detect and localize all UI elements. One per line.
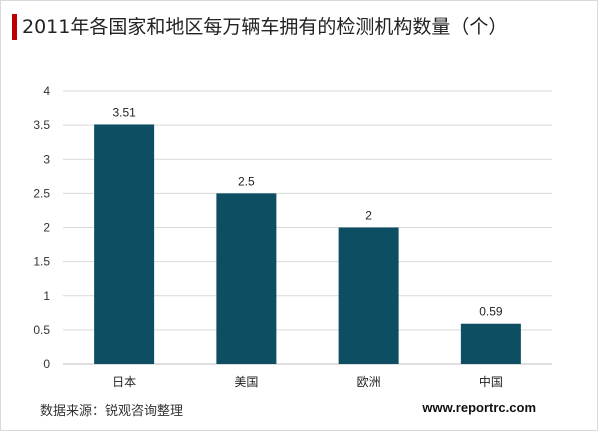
y-tick-label: 1.5 xyxy=(33,255,50,269)
x-category-label: 美国 xyxy=(234,375,258,389)
y-tick-label: 2 xyxy=(43,221,50,235)
chart-title: 2011年各国家和地区每万辆车拥有的检测机构数量（个） xyxy=(22,16,508,38)
data-source: 数据来源：锐观咨询整理 xyxy=(40,404,184,419)
data-label: 2 xyxy=(365,209,372,223)
source-website: www.reportrc.com xyxy=(422,400,536,415)
bar xyxy=(216,193,277,364)
data-label: 3.51 xyxy=(112,105,136,119)
y-tick-label: 2.5 xyxy=(33,186,50,200)
x-category-label: 欧洲 xyxy=(357,375,381,389)
title-accent-bar xyxy=(12,14,17,40)
y-tick-label: 3.5 xyxy=(33,118,50,132)
y-tick-label: 1 xyxy=(43,289,50,303)
y-tick-label: 0 xyxy=(43,357,50,371)
data-label: 2.5 xyxy=(238,174,255,188)
x-category-label: 中国 xyxy=(479,374,503,389)
data-label: 0.59 xyxy=(479,305,503,319)
x-category-label: 日本 xyxy=(112,375,136,389)
bar xyxy=(460,323,521,364)
y-tick-label: 3 xyxy=(43,152,50,166)
bar xyxy=(338,227,399,364)
y-tick-label: 4 xyxy=(43,84,50,98)
y-tick-label: 0.5 xyxy=(33,323,50,337)
bar xyxy=(94,124,155,364)
